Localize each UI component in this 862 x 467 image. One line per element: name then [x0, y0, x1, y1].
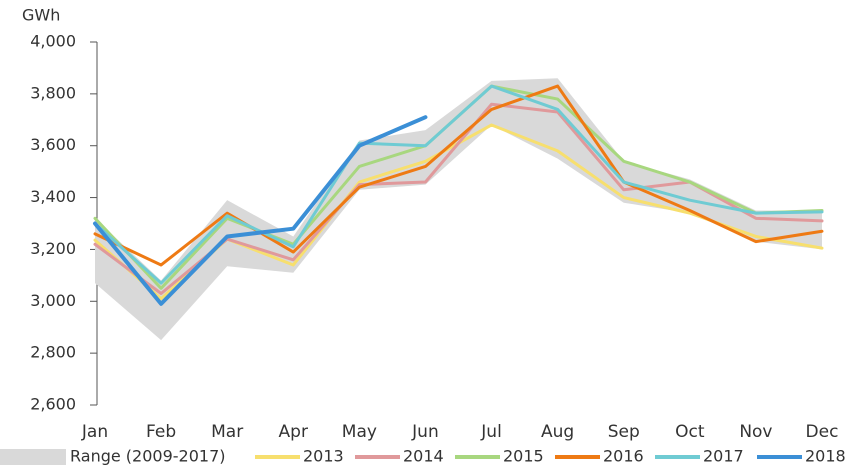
legend-label: Range (2009-2017)	[70, 447, 226, 466]
legend-label: 2013	[303, 447, 344, 466]
x-tick-label: Apr	[279, 422, 308, 442]
x-tick-label: Jun	[411, 422, 439, 442]
x-tick-label: Jul	[480, 422, 502, 442]
legend-label: 2014	[403, 447, 444, 466]
line	[93, 84, 824, 267]
y-tick-label: 4,000	[30, 32, 76, 51]
legend-swatch	[0, 449, 66, 465]
x-tick-label: May	[342, 422, 377, 442]
line	[93, 84, 824, 285]
legend-label: 2017	[703, 447, 744, 466]
y-tick-label: 3,600	[30, 135, 76, 154]
x-tick-label: Jan	[81, 422, 108, 442]
x-tick-label: Nov	[739, 422, 772, 442]
x-tick-label: Aug	[541, 422, 574, 442]
legend-label: 2016	[603, 447, 644, 466]
y-tick-label: 2,800	[30, 343, 76, 362]
x-tick-label: Sep	[608, 422, 640, 442]
legend-label: 2015	[503, 447, 544, 466]
x-tick-label: Feb	[146, 422, 176, 442]
line	[93, 115, 428, 306]
y-tick-label: 2,600	[30, 395, 76, 414]
x-tick-label: Mar	[211, 422, 243, 442]
y-tick-label: 3,400	[30, 187, 76, 206]
legend-label: 2018	[805, 447, 846, 466]
y-tick-label: 3,200	[30, 239, 76, 258]
y-tick-label: 3,000	[30, 291, 76, 310]
x-tick-label: Dec	[806, 422, 839, 442]
y-tick-label: 3,800	[30, 83, 76, 102]
x-tick-label: Oct	[675, 422, 705, 442]
y-axis-label: GWh	[22, 6, 60, 25]
